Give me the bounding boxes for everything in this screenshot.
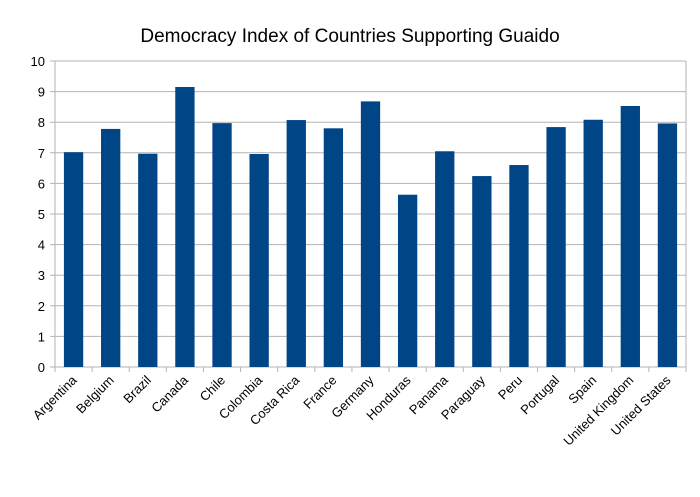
bar-argentina xyxy=(63,152,84,367)
bar-france xyxy=(323,128,344,367)
y-tick-label: 4 xyxy=(38,238,45,253)
y-tick-label: 5 xyxy=(38,207,45,222)
bar-costa-rica xyxy=(286,120,306,367)
x-tick-label: Portugal xyxy=(517,372,562,417)
bar-chile xyxy=(212,123,232,367)
y-tick-label: 2 xyxy=(38,299,45,314)
bar-united-kingdom xyxy=(620,105,640,368)
bar-peru xyxy=(509,165,529,367)
y-tick-label: 7 xyxy=(38,146,45,161)
bar-spain xyxy=(583,119,603,367)
x-tick-label: Peru xyxy=(495,373,525,403)
x-tick-label: Canada xyxy=(148,372,191,415)
x-tick-label: Chile xyxy=(197,373,229,405)
y-tick-label: 6 xyxy=(38,176,45,191)
y-axis-ticks: 0 1 2 3 4 5 6 7 8 9 10 xyxy=(31,54,45,375)
chart-title: Democracy Index of Countries Supporting … xyxy=(140,26,559,47)
bar-brazil xyxy=(138,153,158,367)
bar-belgium xyxy=(101,128,121,367)
y-tick-label: 10 xyxy=(31,54,45,69)
x-tick-label: Argentina xyxy=(30,372,81,423)
bar-panama xyxy=(435,151,455,367)
bar-germany xyxy=(360,101,381,367)
y-tick-label: 8 xyxy=(38,115,45,130)
y-tick-label: 9 xyxy=(38,85,45,100)
y-tick-label: 0 xyxy=(38,360,45,375)
bar-paraguay xyxy=(472,176,492,367)
bar-portugal xyxy=(546,127,566,367)
x-tick-label: Spain xyxy=(565,373,599,407)
y-tick-label: 1 xyxy=(38,329,45,344)
bar-canada xyxy=(175,87,195,367)
bar-colombia xyxy=(249,154,269,367)
x-tick-label: Belgium xyxy=(73,373,117,417)
bars xyxy=(63,87,678,368)
x-tick-label: Brazil xyxy=(120,372,154,406)
bar-united-states xyxy=(657,123,678,367)
bar-honduras xyxy=(397,194,418,367)
y-tick-label: 3 xyxy=(38,268,45,283)
